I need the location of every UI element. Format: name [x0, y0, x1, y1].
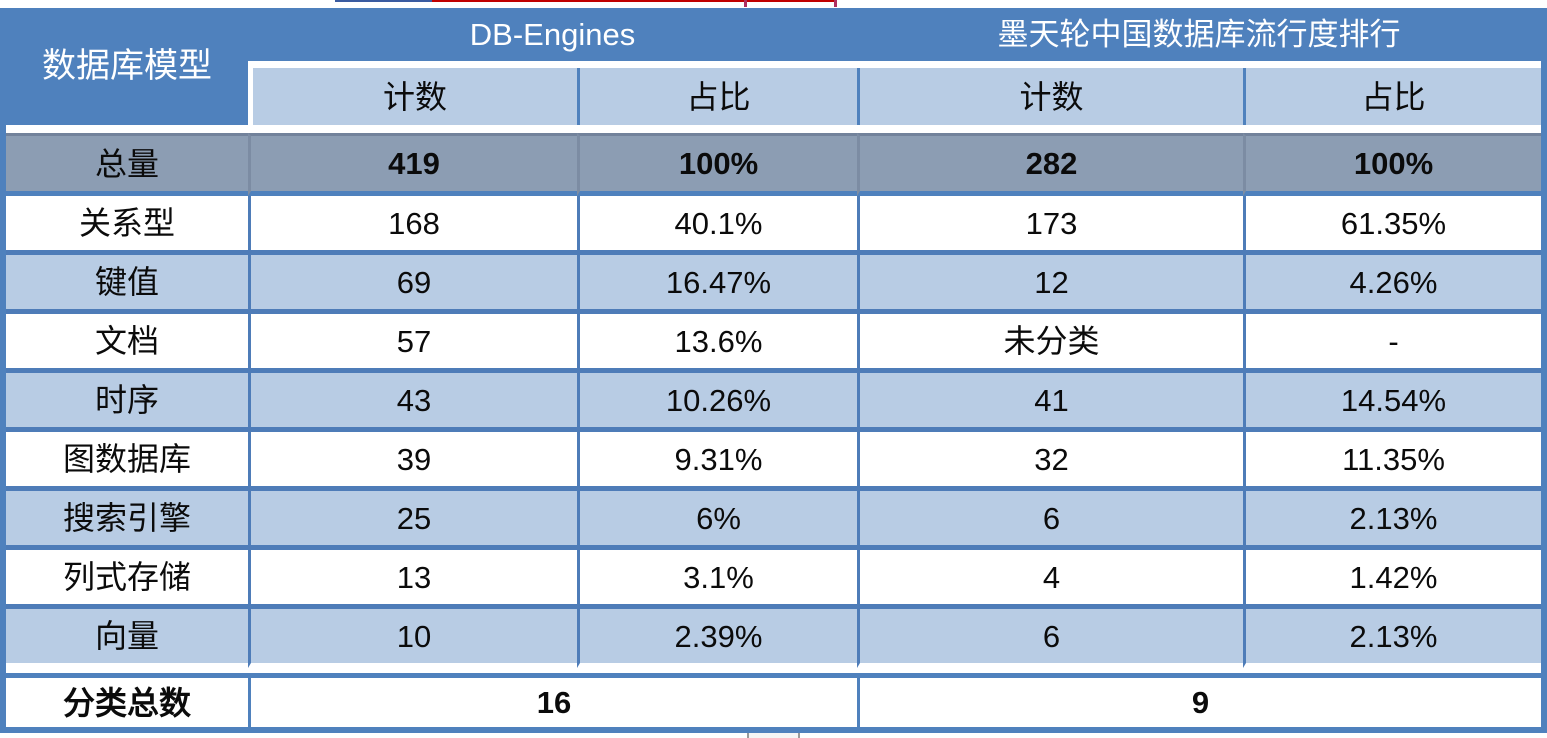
cell-value: 10 — [248, 609, 577, 668]
cell-value: 282 — [857, 133, 1243, 196]
cell-value: 6% — [577, 491, 857, 550]
cell-value: 32 — [857, 432, 1243, 491]
top-crop-red-line — [432, 0, 837, 2]
header-separator — [6, 125, 1541, 133]
cell-value: 2.13% — [1243, 609, 1541, 668]
database-model-comparison-table: 数据库模型 DB-Engines 墨天轮中国数据库流行度排行 计数 占比 计数 … — [0, 8, 1547, 733]
cell-value: 13.6% — [577, 314, 857, 373]
row-label: 列式存储 — [6, 550, 248, 609]
cell-value: 11.35% — [1243, 432, 1541, 491]
cell-value: 25 — [248, 491, 577, 550]
cell-value: 6 — [857, 491, 1243, 550]
cell-value: 13 — [248, 550, 577, 609]
cell-value: 1.42% — [1243, 550, 1541, 609]
cell-value: 43 — [248, 373, 577, 432]
cell-value: - — [1243, 314, 1541, 373]
cell-value: 69 — [248, 255, 577, 314]
row-label: 向量 — [6, 609, 248, 668]
cell-value: 100% — [1243, 133, 1541, 196]
row-label: 时序 — [6, 373, 248, 432]
cell-value: 12 — [857, 255, 1243, 314]
cell-value: 3.1% — [577, 550, 857, 609]
column-header-count: 计数 — [857, 68, 1243, 125]
row-label-total: 总量 — [6, 133, 248, 196]
cell-value: 16 — [248, 673, 857, 727]
column-header-count: 计数 — [248, 68, 577, 125]
cell-value: 2.39% — [577, 609, 857, 668]
cell-value: 未分类 — [857, 314, 1243, 373]
cell-value: 2.13% — [1243, 491, 1541, 550]
top-crop-blue-line — [335, 0, 432, 2]
cell-value: 9.31% — [577, 432, 857, 491]
group-header-db-engines: DB-Engines — [248, 8, 857, 68]
cell-value: 41 — [857, 373, 1243, 432]
cell-value: 6 — [857, 609, 1243, 668]
cell-value: 9 — [857, 673, 1541, 727]
footer-separator — [6, 668, 1541, 673]
row-label-category-total: 分类总数 — [6, 673, 248, 727]
cell-value: 173 — [857, 196, 1243, 255]
row-label: 图数据库 — [6, 432, 248, 491]
cell-value: 4.26% — [1243, 255, 1541, 314]
row-label: 搜索引擎 — [6, 491, 248, 550]
row-label: 关系型 — [6, 196, 248, 255]
cell-value: 100% — [577, 133, 857, 196]
corner-header-cell: 数据库模型 — [6, 8, 248, 125]
top-crop-red-tick — [744, 0, 747, 7]
bottom-crop-scrollbar-fragment — [747, 733, 800, 738]
row-label: 文档 — [6, 314, 248, 373]
cell-value: 40.1% — [577, 196, 857, 255]
cell-value: 16.47% — [577, 255, 857, 314]
cell-value: 39 — [248, 432, 577, 491]
cell-value: 4 — [857, 550, 1243, 609]
cell-value: 61.35% — [1243, 196, 1541, 255]
row-label: 键值 — [6, 255, 248, 314]
top-crop-red-tick — [834, 0, 837, 7]
group-header-modb: 墨天轮中国数据库流行度排行 — [857, 8, 1541, 68]
cell-value: 168 — [248, 196, 577, 255]
cell-value: 14.54% — [1243, 373, 1541, 432]
column-header-share: 占比 — [577, 68, 857, 125]
cell-value: 57 — [248, 314, 577, 373]
cell-value: 419 — [248, 133, 577, 196]
cell-value: 10.26% — [577, 373, 857, 432]
column-header-share: 占比 — [1243, 68, 1541, 125]
